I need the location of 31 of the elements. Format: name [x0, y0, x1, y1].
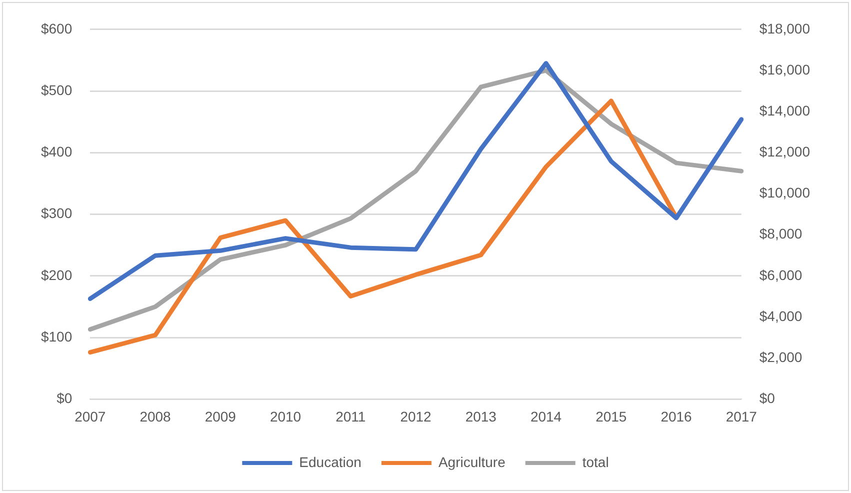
- legend-label: Agriculture: [438, 454, 506, 470]
- y2-tick-label: $16,000: [759, 61, 810, 78]
- x-tick-label: 2016: [660, 408, 692, 424]
- y2-tick-label: $14,000: [759, 102, 810, 118]
- y2-tick-label: $4,000: [759, 308, 802, 324]
- x-tick-label: 2011: [336, 408, 366, 424]
- legend-label: Education: [299, 454, 362, 470]
- x-tick-label: 2014: [530, 408, 562, 424]
- y-tick-label: $300: [40, 205, 72, 222]
- y-tick-label: $600: [40, 20, 72, 36]
- y2-tick-label: $0: [759, 390, 776, 406]
- x-tick-label: 2012: [400, 408, 432, 424]
- y2-tick-label: $8,000: [759, 226, 802, 242]
- x-tick-label: 2015: [596, 408, 627, 424]
- y2-tick-label: $2,000: [759, 348, 802, 365]
- y-tick-label: $100: [40, 328, 72, 344]
- y-tick-label: $500: [40, 82, 72, 98]
- legend-label: total: [582, 454, 609, 470]
- x-tick-label: 2013: [465, 408, 497, 424]
- y2-tick-label: $6,000: [759, 266, 802, 283]
- x-tick-label: 2007: [74, 408, 106, 424]
- x-tick-label: 2010: [270, 408, 302, 424]
- y2-tick-label: $10,000: [759, 184, 810, 201]
- x-tick-label: 2009: [204, 408, 236, 424]
- y2-tick-label: $12,000: [759, 144, 810, 160]
- y-tick-label: $0: [56, 390, 72, 406]
- y-tick-label: $400: [40, 144, 72, 160]
- x-tick-label: 2017: [726, 408, 758, 424]
- x-tick-label: 2008: [140, 408, 172, 424]
- y-tick-label: $200: [40, 266, 72, 283]
- y2-tick-label: $18,000: [759, 20, 810, 36]
